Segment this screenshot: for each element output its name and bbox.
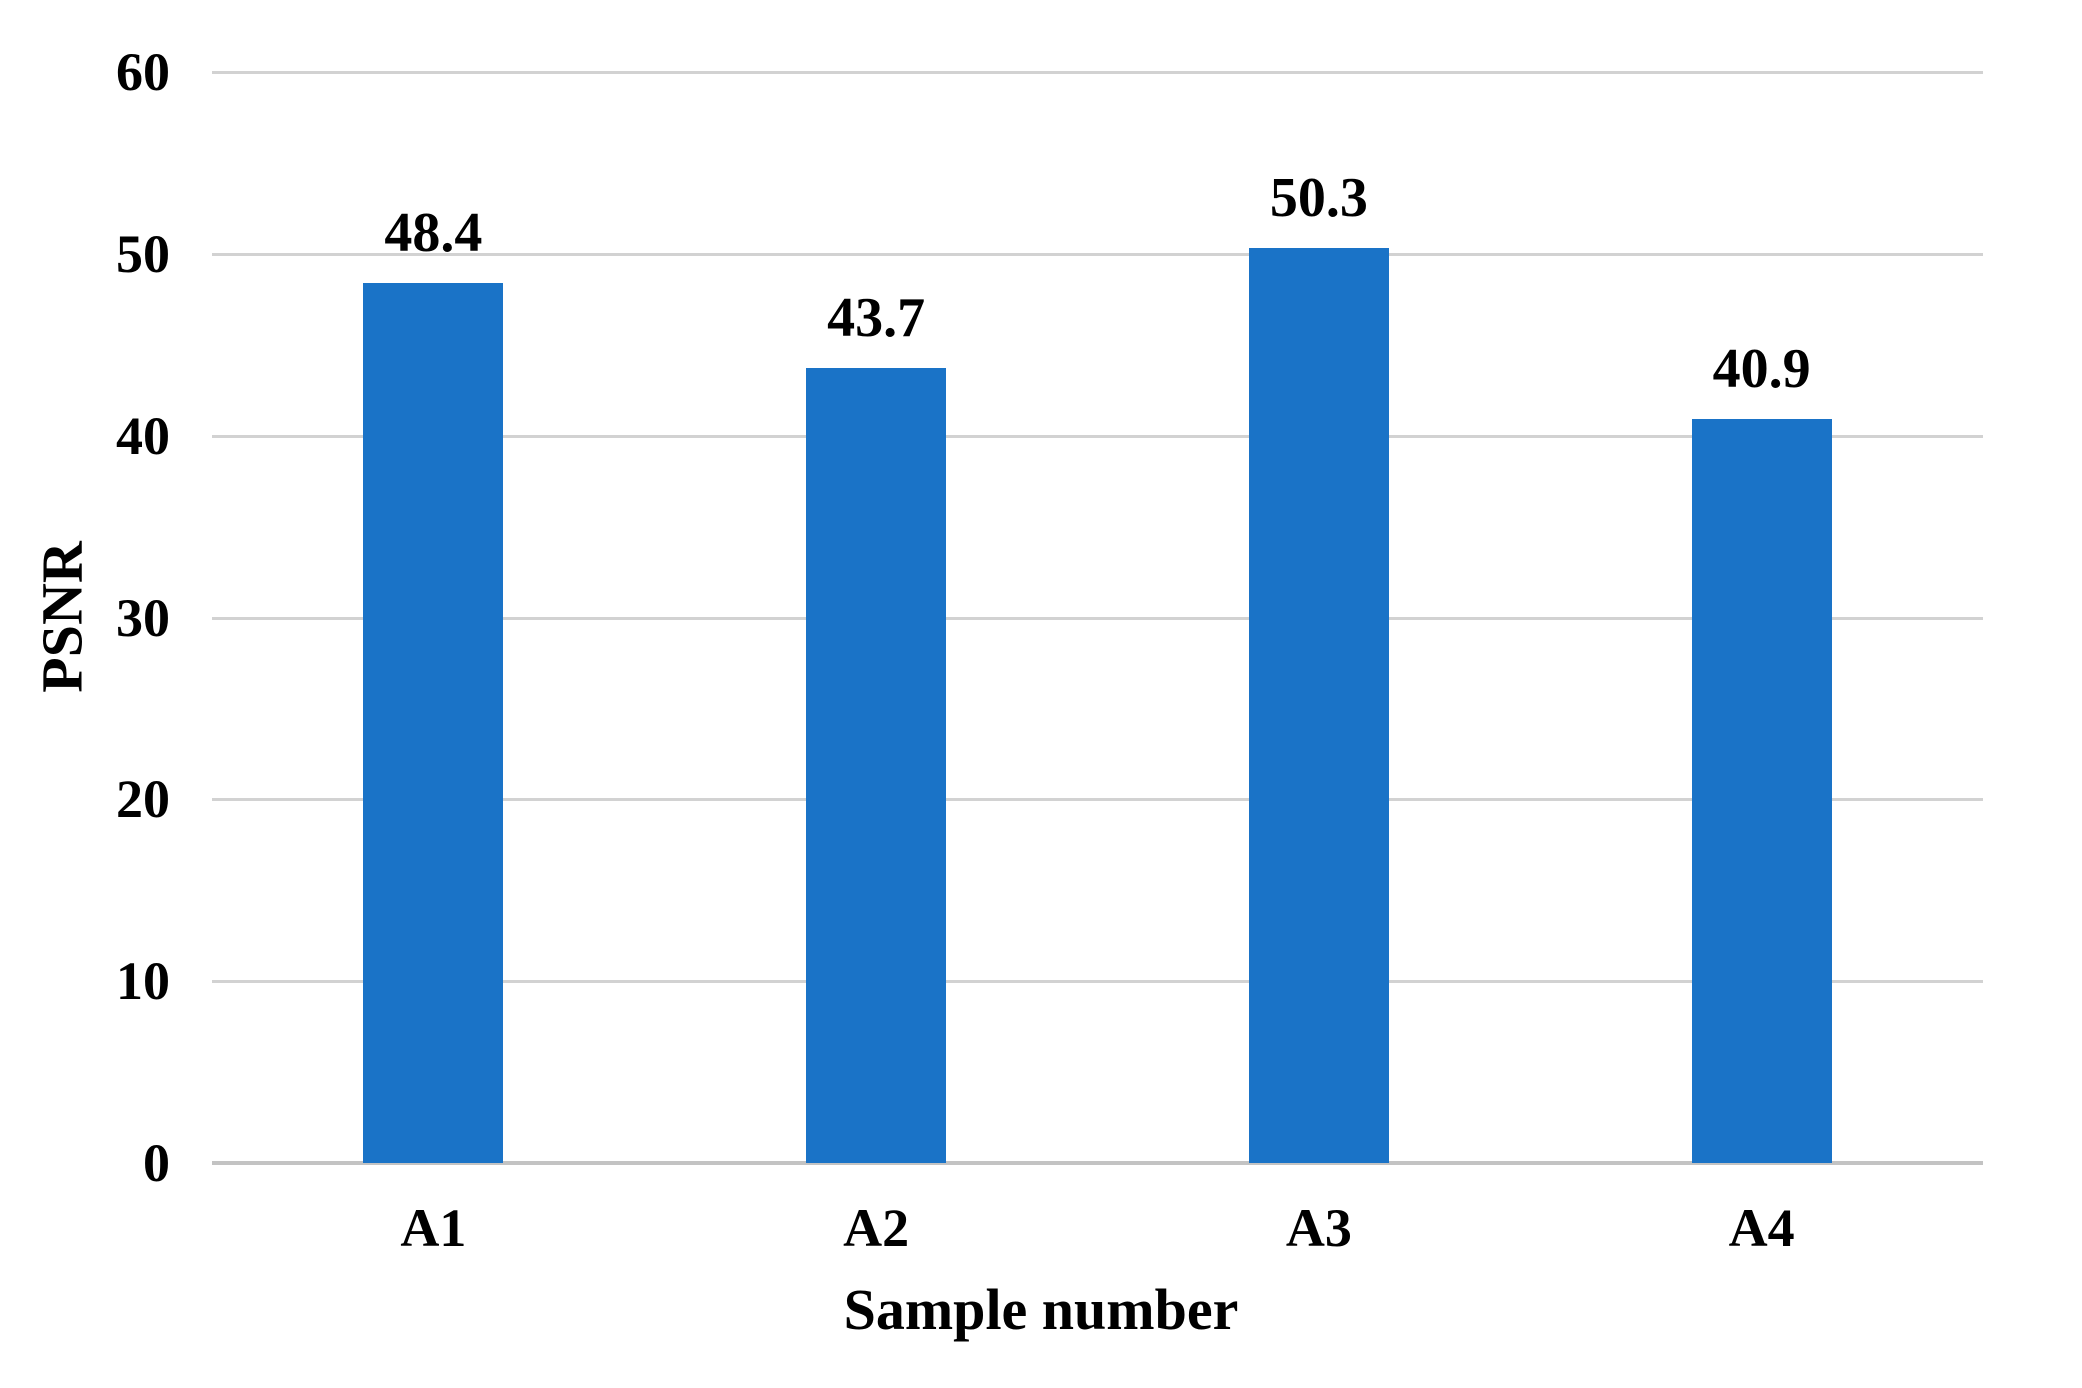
bar (1691, 419, 1832, 1163)
gridline (212, 616, 1983, 620)
y-tick-label: 30 (116, 587, 170, 648)
y-tick-label: 10 (116, 951, 170, 1012)
bar-value-label: 40.9 (1712, 338, 1811, 401)
bar-value-label: 48.4 (384, 201, 483, 264)
x-tick-label: A4 (1728, 1198, 1795, 1258)
x-tick-label: A1 (400, 1198, 467, 1258)
gridline (212, 71, 1983, 74)
gridline (212, 980, 1983, 984)
bar (1248, 248, 1389, 1163)
y-tick-label: 0 (143, 1133, 170, 1193)
x-tick-label: A2 (843, 1198, 910, 1258)
bar (806, 368, 947, 1163)
y-tick-label: 40 (116, 405, 170, 466)
gridline (212, 434, 1983, 438)
x-axis-title: Sample number (843, 1277, 1239, 1342)
y-tick-label: 20 (116, 769, 170, 830)
bar-value-label: 50.3 (1269, 167, 1368, 230)
y-tick-label: 50 (116, 223, 170, 284)
bar (363, 282, 504, 1163)
gridline (212, 252, 1983, 256)
x-axis-line (212, 1161, 1983, 1165)
x-tick-label: A3 (1285, 1198, 1352, 1258)
y-tick-label: 60 (116, 42, 170, 102)
bar-value-label: 43.7 (827, 287, 926, 350)
gridline (212, 798, 1983, 802)
